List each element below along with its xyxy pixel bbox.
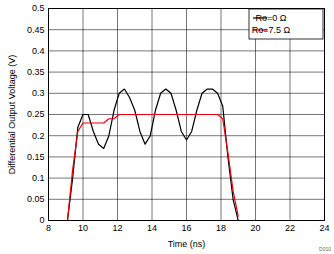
- svg-text:0.05: 0.05: [27, 194, 45, 204]
- svg-text:8: 8: [46, 223, 51, 233]
- svg-text:0.1: 0.1: [32, 173, 45, 183]
- svg-text:12: 12: [112, 223, 122, 233]
- svg-text:0.4: 0.4: [32, 46, 45, 56]
- svg-text:Ro=0 Ω: Ro=0 Ω: [256, 13, 287, 23]
- svg-text:0.25: 0.25: [27, 109, 45, 119]
- svg-text:10: 10: [78, 223, 88, 233]
- svg-text:18: 18: [216, 223, 226, 233]
- svg-text:24: 24: [319, 223, 329, 233]
- svg-text:0: 0: [39, 215, 44, 225]
- svg-text:D010: D010: [319, 246, 331, 252]
- svg-text:14: 14: [147, 223, 157, 233]
- svg-text:Time (ns): Time (ns): [168, 239, 206, 249]
- svg-text:0.2: 0.2: [32, 131, 45, 141]
- svg-text:Ro=7.5 Ω: Ro=7.5 Ω: [252, 25, 291, 35]
- svg-text:Differential Output Voltage (V: Differential Output Voltage (V): [7, 55, 17, 174]
- svg-text:0.15: 0.15: [27, 152, 45, 162]
- svg-text:0.35: 0.35: [27, 67, 45, 77]
- svg-text:0.3: 0.3: [32, 88, 45, 98]
- svg-text:20: 20: [250, 223, 260, 233]
- svg-text:0.45: 0.45: [27, 25, 45, 35]
- svg-text:0.5: 0.5: [32, 3, 45, 13]
- svg-text:16: 16: [181, 223, 191, 233]
- svg-text:22: 22: [285, 223, 295, 233]
